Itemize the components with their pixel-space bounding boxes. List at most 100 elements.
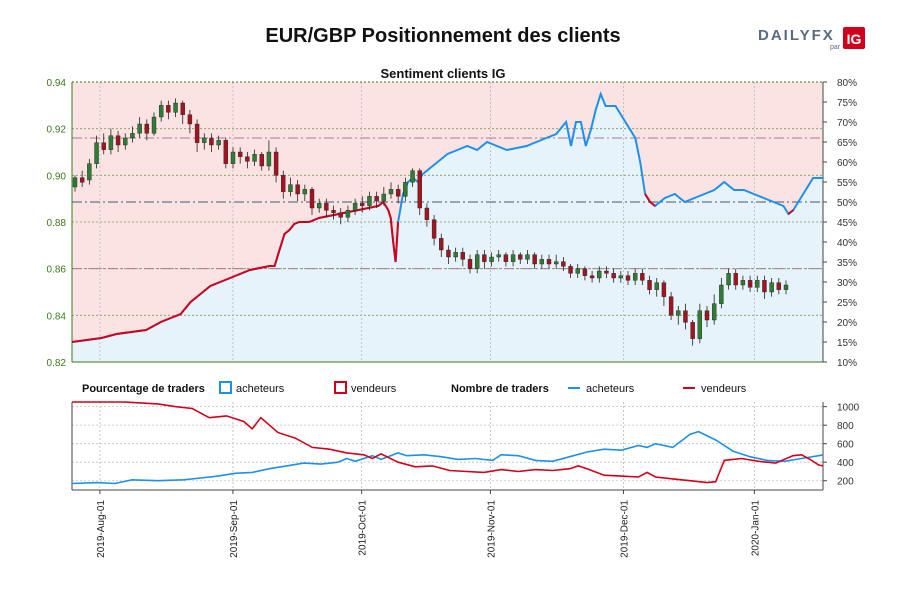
- candle-body-33: [309, 189, 315, 209]
- candle-body-14: [173, 102, 178, 113]
- candle-body-64: [532, 254, 537, 265]
- logo-badge-box: [843, 27, 865, 49]
- sellers-pct-line-seg-0: [382, 201, 400, 263]
- x-tick-1: 2019-Sep-01: [229, 500, 240, 558]
- sellers-pct-line-main: [71, 201, 384, 343]
- candle-body-46: [403, 182, 408, 197]
- candle-body-7: [123, 137, 128, 146]
- candle-body-68: [561, 261, 566, 267]
- candle-body-92: [733, 273, 738, 286]
- pct-tick-4: 30%: [837, 278, 857, 289]
- pct-tick-13: 75%: [837, 98, 857, 109]
- candle-body-80: [647, 280, 652, 290]
- candle-body-57: [482, 254, 487, 262]
- candle-body-89: [711, 303, 717, 321]
- pct-tick-10: 60%: [837, 158, 857, 169]
- candle-body-51: [439, 238, 444, 251]
- sellers-pct-line-seg-2: [787, 209, 795, 215]
- candle-body-2: [87, 163, 92, 181]
- candle-body-70: [575, 268, 580, 274]
- logo-sub: par: [830, 44, 841, 51]
- chart-subtitle: Sentiment clients IG: [381, 66, 506, 81]
- candle-body-69: [568, 266, 573, 274]
- sentiment-chart: 0.82 0.84 0.86 0.88 0.90 0.92 0.94 10% 15% 20% 25%…: [47, 78, 858, 369]
- candle-body-45: [395, 189, 401, 197]
- candle-body-11: [151, 116, 157, 134]
- candle-body-98: [776, 282, 782, 290]
- candle-body-76: [618, 275, 624, 279]
- candle-body-30: [288, 184, 293, 192]
- x-tick-3: 2019-Nov-01: [486, 500, 497, 558]
- candle-body-38: [345, 210, 351, 218]
- candle-body-66: [546, 259, 552, 265]
- candle-body-18: [202, 137, 207, 143]
- logo-brand: DAILYFX: [758, 27, 835, 44]
- trader-count-chart: 200 400 600 800 1000 2019-Aug-01 2019-Sep-01 20…: [71, 401, 860, 558]
- candle-body-12: [158, 105, 164, 118]
- candle-body-26: [259, 154, 264, 167]
- candle-body-83: [668, 296, 674, 316]
- count-tick-4: 1000: [837, 403, 860, 414]
- candle-body-37: [338, 212, 343, 218]
- x-tick-5: 2020-Jan-01: [750, 500, 761, 557]
- candle-body-67: [553, 261, 559, 265]
- candle-body-75: [611, 273, 616, 279]
- legend-count-sellers-label: vendeurs: [701, 383, 747, 395]
- candle-body-79: [640, 273, 645, 281]
- price-tick-5: 0.92: [47, 125, 67, 136]
- candle-body-74: [604, 270, 609, 274]
- candle-body-16: [187, 114, 193, 125]
- candle-body-50: [431, 219, 437, 239]
- candle-body-42: [374, 196, 379, 202]
- x-tick-4: 2019-Dec-01: [619, 500, 630, 558]
- candle-body-82: [661, 282, 667, 297]
- pct-tick-5: 35%: [837, 258, 857, 269]
- pct-tick-0: 10%: [837, 358, 857, 369]
- candle-body-1: [79, 177, 85, 183]
- candle-body-27: [266, 151, 272, 167]
- candle-body-22: [230, 151, 236, 164]
- pct-tick-14: 80%: [837, 78, 857, 89]
- candle-body-15: [180, 102, 185, 115]
- candle-body-87: [697, 310, 703, 339]
- candle-body-28: [273, 151, 279, 176]
- candle-body-31: [295, 184, 300, 195]
- legend: Pourcentage de traders acheteurs vendeur…: [82, 381, 747, 395]
- candle-body-65: [539, 259, 545, 265]
- pct-tick-8: 50%: [837, 198, 857, 209]
- price-tick-6: 0.94: [47, 78, 67, 89]
- candle-body-99: [783, 284, 789, 290]
- price-tick-4: 0.90: [47, 171, 67, 182]
- candle-body-39: [352, 203, 358, 211]
- logo-badge: IG: [847, 31, 862, 47]
- candle-body-77: [625, 275, 631, 281]
- legend-sellers-label: vendeurs: [351, 383, 397, 395]
- candle-body-19: [209, 137, 214, 146]
- candle-body-25: [252, 154, 257, 162]
- candle-body-86: [690, 322, 695, 339]
- candle-body-4: [101, 142, 106, 150]
- x-tick-0: 2019-Aug-01: [96, 500, 107, 558]
- candle-body-6: [115, 135, 121, 146]
- candle-body-20: [216, 140, 221, 146]
- candle-body-5: [108, 135, 114, 150]
- candle-body-43: [381, 193, 387, 202]
- count-tick-3: 800: [837, 421, 854, 432]
- candle-body-44: [388, 189, 394, 195]
- candle-body-81: [654, 282, 659, 290]
- candle-body-85: [683, 310, 688, 323]
- candle-body-8: [130, 133, 135, 139]
- candle-body-49: [424, 207, 430, 220]
- candle-body-32: [302, 189, 308, 195]
- pct-tick-1: 15%: [837, 338, 857, 349]
- candle-body-73: [597, 270, 602, 279]
- price-tick-1: 0.84: [47, 311, 67, 322]
- candle-body-88: [704, 310, 710, 321]
- buyers-area-fill: [72, 94, 823, 362]
- candle-body-29: [281, 175, 286, 192]
- dailyfx-logo: DAILYFX par IG: [758, 27, 865, 51]
- candle-body-35: [324, 203, 329, 211]
- candle-body-41: [367, 196, 372, 206]
- candle-body-61: [510, 254, 516, 262]
